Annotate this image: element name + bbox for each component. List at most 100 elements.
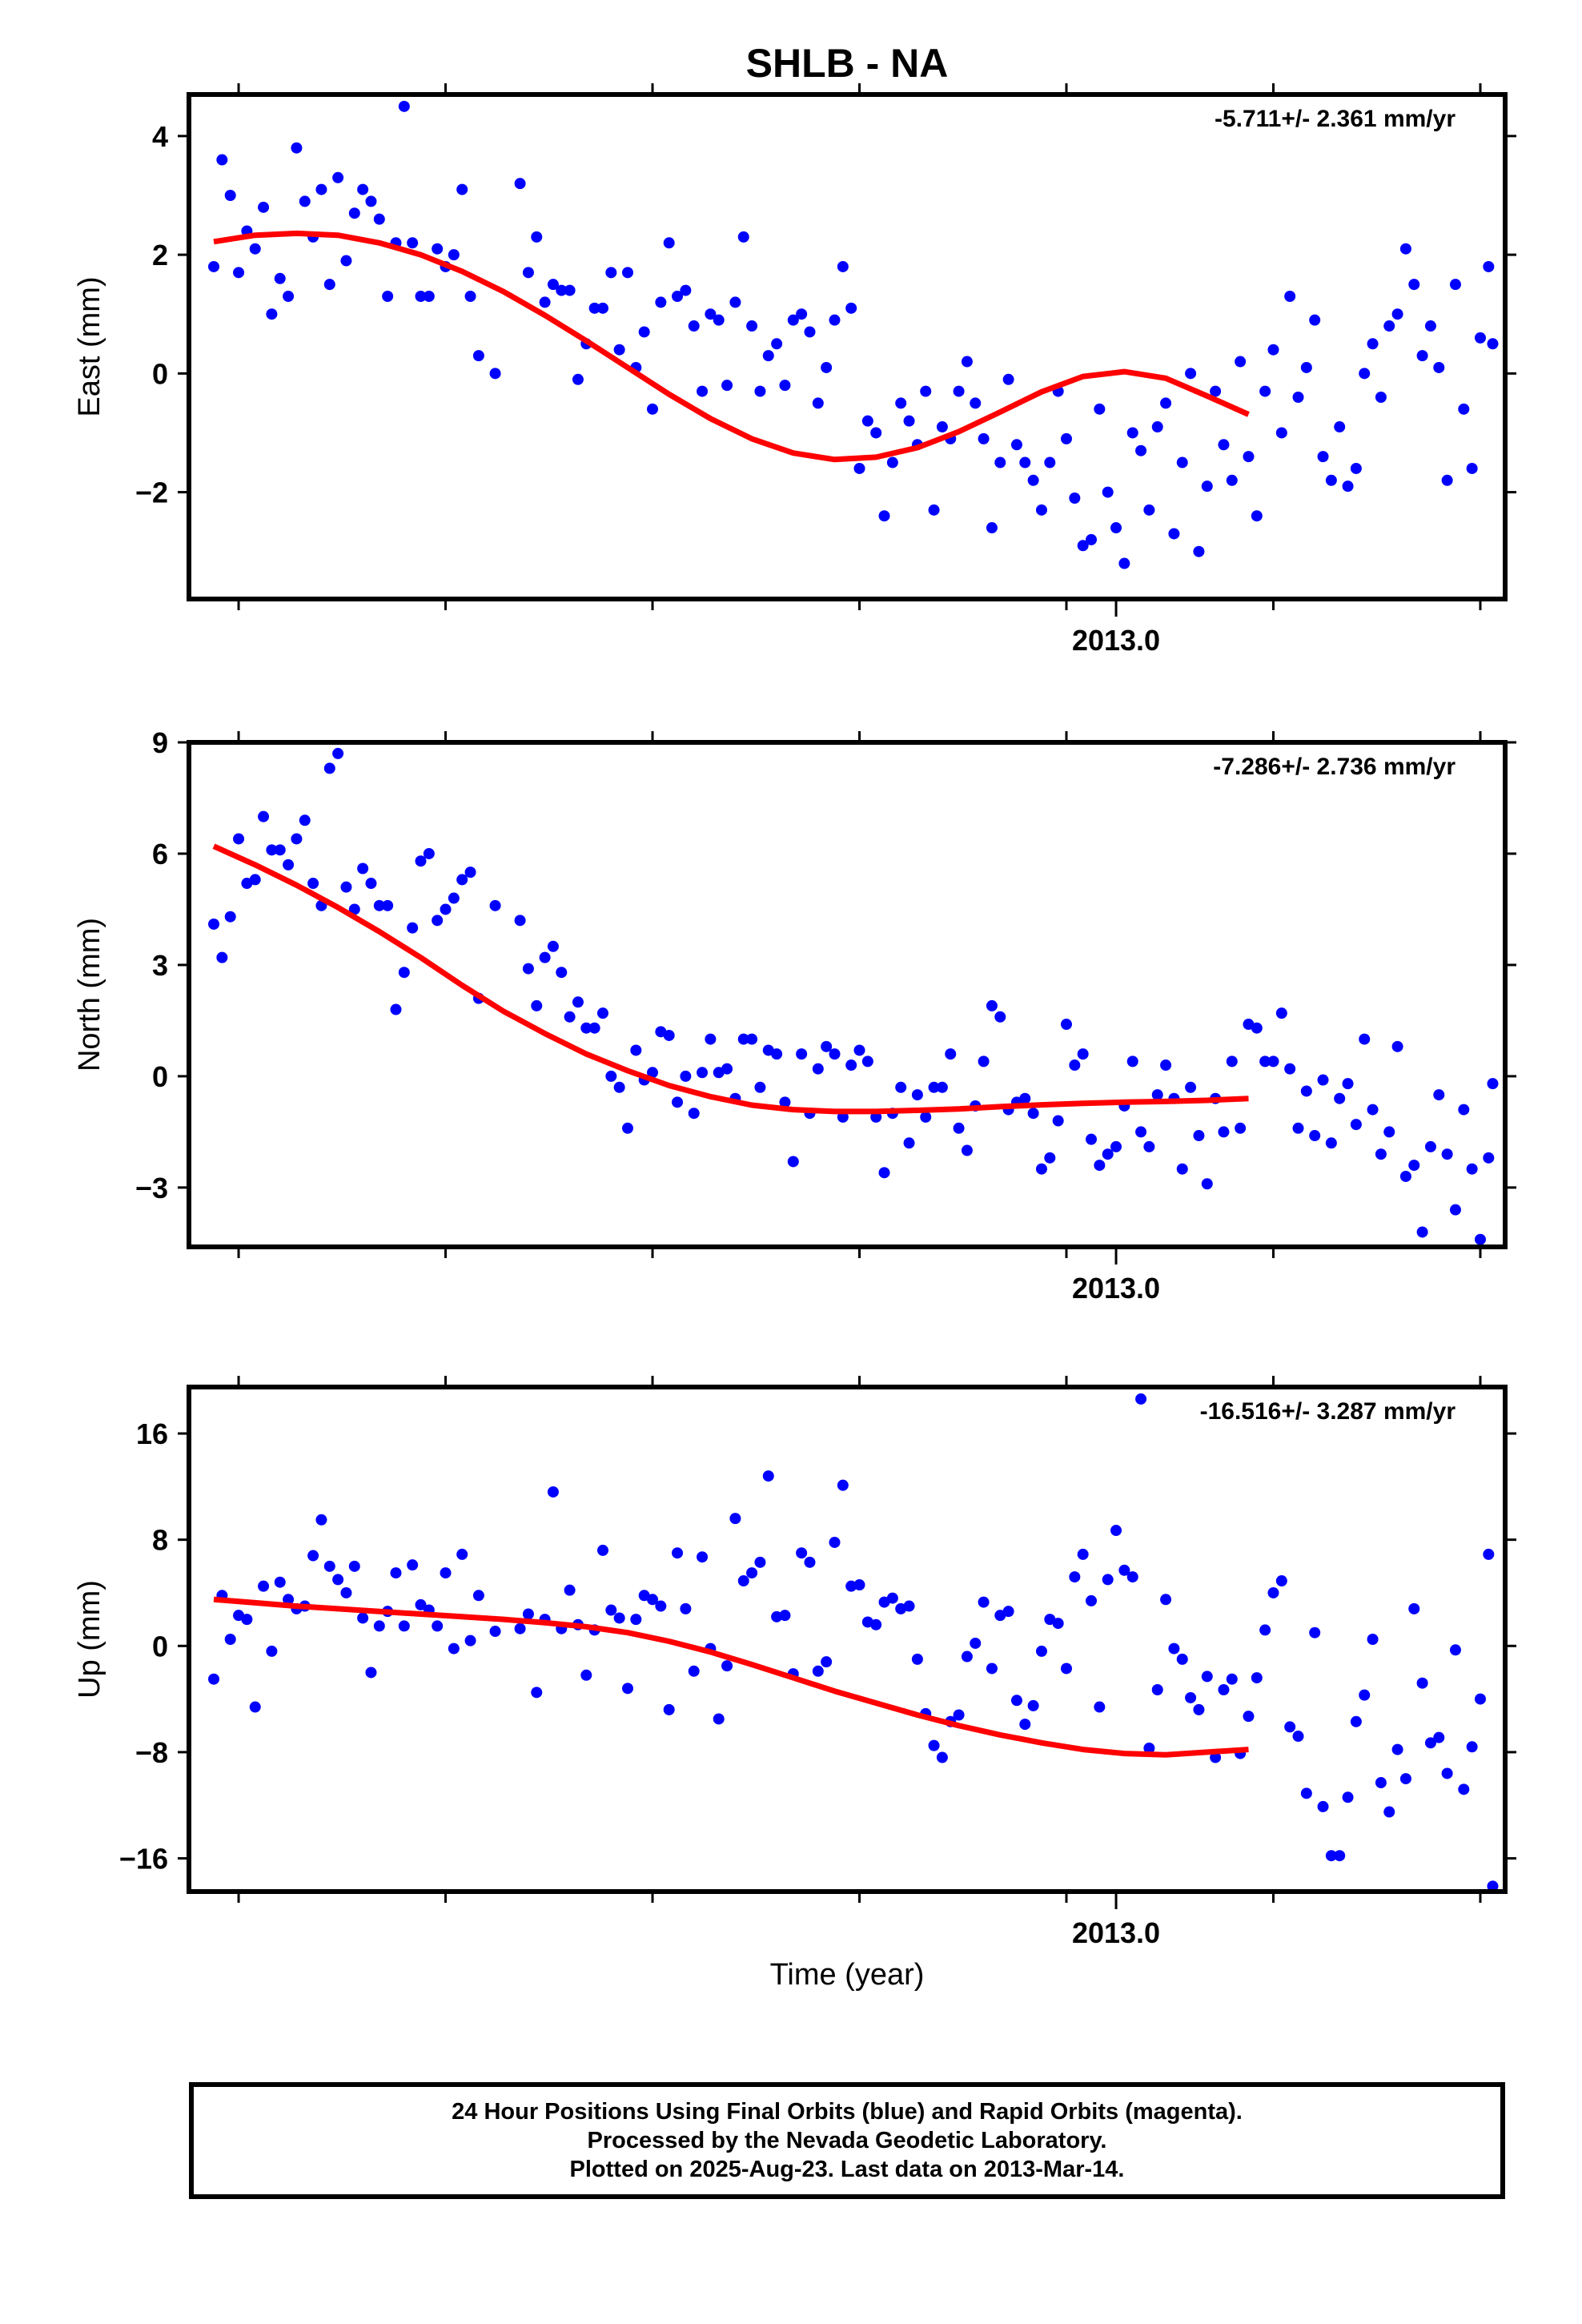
data-point	[596, 302, 608, 314]
data-point	[596, 1544, 608, 1556]
data-point	[472, 1590, 484, 1602]
data-point	[779, 1096, 791, 1108]
panel-0: −2 0 2 4 2013.0 East (mm) -5.711+/- 2.361 mm/y…	[73, 83, 1516, 657]
data-point	[464, 1634, 476, 1647]
data-point	[1143, 1140, 1155, 1152]
plot-frame	[187, 740, 1508, 1249]
data-point	[771, 338, 783, 350]
data-point	[1094, 1160, 1106, 1172]
data-point	[258, 1580, 270, 1592]
data-point	[895, 397, 907, 409]
data-point	[1077, 1548, 1089, 1560]
data-point	[249, 243, 261, 255]
data-point	[1317, 1074, 1329, 1086]
data-point	[464, 291, 476, 302]
data-point	[804, 1556, 816, 1568]
data-point	[1061, 1663, 1072, 1675]
data-point	[440, 1567, 452, 1579]
data-point	[647, 1067, 659, 1079]
data-point	[1201, 480, 1213, 493]
data-point	[821, 361, 833, 373]
data-point	[348, 1560, 360, 1572]
data-point	[680, 284, 692, 296]
data-point	[928, 1739, 940, 1751]
data-point	[1474, 1233, 1486, 1245]
data-point	[258, 810, 270, 822]
data-point	[357, 862, 369, 875]
y-tick-label: 6	[152, 838, 168, 870]
data-point	[953, 1122, 965, 1134]
data-point	[787, 1156, 799, 1168]
data-point	[1069, 493, 1081, 504]
data-point	[1275, 1575, 1287, 1587]
data-point	[1176, 456, 1188, 468]
data-point	[390, 1003, 402, 1015]
data-point	[224, 1634, 236, 1645]
data-point	[945, 1048, 957, 1060]
data-point	[415, 855, 427, 867]
data-point	[1251, 1022, 1263, 1034]
data-point	[1449, 1644, 1461, 1656]
data-point	[1086, 533, 1098, 545]
data-point	[514, 915, 526, 927]
data-point	[216, 154, 228, 166]
data-point	[1160, 1059, 1172, 1072]
data-point	[1185, 1691, 1197, 1703]
data-point	[845, 1059, 857, 1072]
data-point	[1458, 403, 1470, 415]
data-point	[837, 1479, 849, 1491]
data-point	[1433, 1731, 1445, 1743]
data-point	[1325, 1850, 1337, 1862]
data-point	[390, 1567, 402, 1579]
data-point	[729, 296, 741, 308]
data-point	[1259, 385, 1271, 397]
data-point	[1350, 462, 1362, 474]
data-point	[978, 1596, 990, 1608]
data-point	[1424, 1140, 1436, 1152]
data-point	[853, 1044, 865, 1056]
data-point	[556, 967, 568, 979]
data-point	[1193, 1130, 1205, 1142]
data-point	[522, 963, 534, 975]
data-point	[373, 1620, 385, 1632]
data-point	[1383, 1806, 1395, 1818]
x-axis-label: Time (year)	[770, 1958, 925, 1992]
data-point	[1118, 557, 1130, 569]
data-point	[348, 207, 360, 219]
data-point	[1375, 1777, 1387, 1789]
data-point	[299, 814, 311, 826]
data-point	[994, 1011, 1006, 1023]
data-point	[1226, 474, 1238, 486]
data-point	[886, 1592, 898, 1604]
data-point	[1110, 1140, 1122, 1152]
data-point	[1309, 1130, 1321, 1142]
data-point	[837, 260, 849, 272]
data-point	[754, 385, 766, 397]
data-point	[630, 1044, 642, 1056]
data-point	[961, 356, 973, 368]
data-point	[845, 1580, 857, 1592]
data-point	[258, 201, 270, 213]
data-point	[1441, 474, 1453, 486]
data-point	[978, 1055, 990, 1068]
data-point	[1317, 451, 1329, 463]
data-point	[1342, 1791, 1354, 1803]
data-point	[323, 1560, 335, 1572]
data-point	[1102, 1574, 1114, 1586]
data-point	[920, 385, 932, 397]
data-point	[1027, 474, 1039, 486]
data-point	[208, 260, 220, 272]
data-point	[1487, 1078, 1499, 1090]
data-point	[1342, 480, 1354, 493]
data-point	[1300, 361, 1312, 373]
data-point	[613, 1612, 625, 1624]
data-point	[1035, 1163, 1047, 1175]
data-point	[878, 510, 890, 522]
data-point	[911, 1653, 923, 1665]
data-point	[845, 302, 857, 314]
data-point	[1094, 403, 1106, 415]
data-point	[365, 878, 377, 890]
data-point	[365, 1667, 377, 1679]
data-point	[1019, 1719, 1031, 1731]
data-point	[705, 308, 717, 320]
